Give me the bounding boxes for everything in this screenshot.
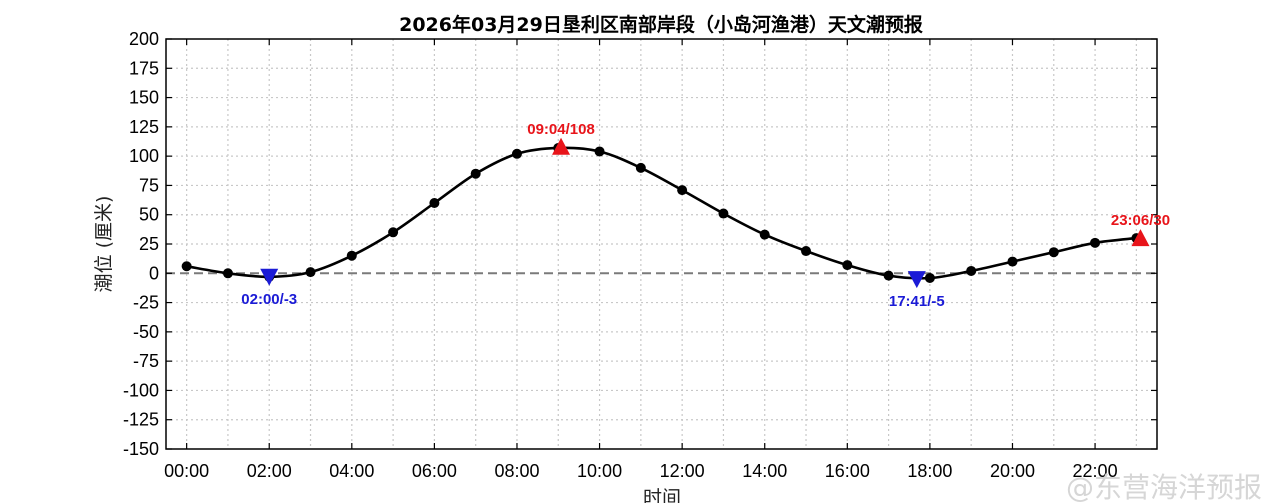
y-tick-label: -25 bbox=[133, 293, 159, 313]
hourly-points bbox=[181, 142, 1142, 283]
hourly-point bbox=[718, 208, 729, 219]
watermark: @东营海洋预报 bbox=[1066, 471, 1262, 503]
grid bbox=[166, 39, 1157, 449]
hourly-point bbox=[883, 270, 894, 281]
high-tide-marker bbox=[1131, 229, 1150, 247]
low-tide-marker bbox=[260, 268, 279, 286]
y-tick-label: 175 bbox=[129, 58, 159, 78]
x-tick-label: 06:00 bbox=[412, 461, 457, 481]
hourly-point bbox=[594, 146, 605, 157]
x-tick-label: 12:00 bbox=[660, 461, 705, 481]
x-tick-label: 16:00 bbox=[825, 461, 870, 481]
y-tick-label: 150 bbox=[129, 88, 159, 108]
hourly-point bbox=[511, 148, 522, 159]
y-tick-label: -75 bbox=[133, 351, 159, 371]
hourly-point bbox=[388, 227, 399, 238]
x-tick-label: 20:00 bbox=[990, 461, 1035, 481]
hourly-point bbox=[842, 260, 853, 271]
tide-curve bbox=[186, 146, 1137, 280]
y-tick-label: -150 bbox=[123, 439, 159, 459]
x-tick-label: 10:00 bbox=[577, 461, 622, 481]
hourly-point bbox=[305, 267, 316, 278]
y-tick-label: 50 bbox=[139, 205, 159, 225]
y-tick-label: -125 bbox=[123, 410, 159, 430]
hourly-point bbox=[429, 198, 440, 208]
y-tick-label: 0 bbox=[149, 263, 159, 283]
x-tick-label: 22:00 bbox=[1073, 461, 1118, 481]
x-tick-label: 14:00 bbox=[742, 461, 787, 481]
hourly-point bbox=[470, 168, 481, 179]
x-axis-label: 时间 bbox=[643, 487, 681, 503]
hourly-point bbox=[924, 272, 935, 283]
tide-extremes: 09:04/108 23:06/30 02:00/-3 17:41/-5 bbox=[241, 121, 1170, 310]
x-tick-label: 02:00 bbox=[247, 461, 292, 481]
hourly-point bbox=[1090, 237, 1101, 248]
hourly-point bbox=[1007, 256, 1018, 267]
high-tide-label: 23:06/30 bbox=[1111, 212, 1170, 229]
hourly-point bbox=[1048, 247, 1059, 258]
hourly-point bbox=[635, 162, 646, 173]
y-tick-label: -50 bbox=[133, 322, 159, 342]
hourly-point bbox=[181, 261, 192, 272]
low-tide-marker bbox=[907, 271, 926, 289]
y-tick-label: 125 bbox=[129, 117, 159, 137]
hourly-point bbox=[677, 185, 688, 196]
hourly-point bbox=[759, 229, 770, 240]
x-tick-label: 08:00 bbox=[494, 461, 539, 481]
hourly-point bbox=[801, 246, 812, 257]
hourly-point bbox=[966, 265, 977, 276]
hourly-point bbox=[222, 268, 233, 279]
y-axis: -150 -125 -100 -75 -50 -25 0 25 50 75 100 125 150 175… bbox=[123, 29, 1157, 459]
y-tick-label: 75 bbox=[139, 175, 159, 195]
low-tide-label: 02:00/-3 bbox=[241, 291, 297, 308]
x-tick-label: 00:00 bbox=[164, 461, 209, 481]
y-tick-label: 200 bbox=[129, 29, 159, 49]
y-axis-label: 潮位 (厘米) bbox=[93, 196, 115, 293]
y-tick-label: 100 bbox=[129, 146, 159, 166]
high-tide-marker bbox=[552, 137, 571, 155]
hourly-point bbox=[346, 250, 357, 261]
chart-title: 2026年03月29日垦利区南部岸段（小岛河渔港）天文潮预报 bbox=[399, 13, 923, 36]
y-tick-label: -100 bbox=[123, 380, 159, 400]
x-axis: 00:00 02:00 04:00 06:00 08:00 10:00 12:00 14:00… bbox=[164, 39, 1118, 481]
low-tide-label: 17:41/-5 bbox=[889, 293, 945, 310]
x-tick-label: 04:00 bbox=[329, 461, 374, 481]
high-tide-label: 09:04/108 bbox=[527, 121, 595, 138]
x-tick-label: 18:00 bbox=[907, 461, 952, 481]
y-tick-label: 25 bbox=[139, 234, 159, 254]
